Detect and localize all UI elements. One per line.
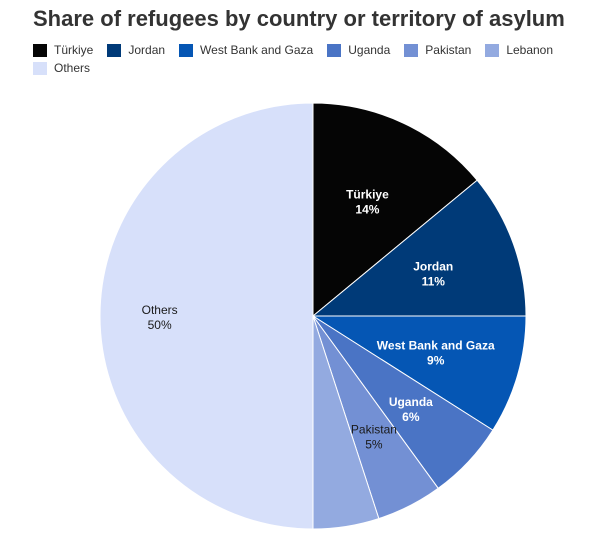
legend-label: Lebanon [506, 43, 554, 57]
slice-value-label: 14% [355, 202, 379, 216]
legend-swatch [327, 43, 342, 57]
slice-category-label: Jordan [413, 260, 453, 274]
legend-item-uganda[interactable]: Uganda [327, 43, 390, 57]
legend-item-others[interactable]: Others [33, 61, 90, 75]
legend-item-west-bank-and-gaza[interactable]: West Bank and Gaza [179, 43, 313, 57]
slice-category-label: Türkiye [346, 187, 389, 201]
pie-slice-t-rkiye[interactable] [312, 102, 478, 318]
legend-label: Pakistan [425, 43, 472, 57]
legend-label: West Bank and Gaza [200, 43, 314, 57]
legend-item-pakistan[interactable]: Pakistan [404, 43, 471, 57]
slice-category-label: Uganda [389, 395, 433, 409]
slice-value-label: 50% [148, 318, 172, 332]
legend-swatch [107, 43, 122, 57]
legend-item-turkiye[interactable]: Türkiye [33, 43, 93, 57]
slice-value-label: 11% [422, 275, 446, 289]
legend-label: Jordan [128, 43, 166, 57]
legend-item-lebanon[interactable]: Lebanon [485, 43, 553, 57]
pie-slice-jordan[interactable] [311, 179, 527, 317]
legend-swatch [404, 43, 419, 57]
legend-label: Uganda [348, 43, 391, 57]
slice-value-label: 6% [402, 410, 420, 424]
pie-slice-others[interactable] [99, 102, 314, 530]
slice-value-label: 5% [365, 438, 383, 452]
slice-category-label: Others [142, 303, 178, 317]
slice-category-label: Pakistan [351, 423, 397, 437]
legend-swatch [33, 61, 47, 75]
legend-label: Others [54, 61, 91, 75]
pie-slice-west-bank-and-gaza[interactable] [311, 315, 527, 431]
legend-swatch [485, 43, 500, 57]
legend-item-jordan[interactable]: Jordan [107, 43, 165, 57]
legend: Türkiye Jordan West Bank and Gaza Uganda… [33, 43, 573, 75]
legend-label: Türkiye [54, 43, 94, 57]
chart-title: Share of refugees by country or territor… [33, 6, 565, 31]
slice-category-label: West Bank and Gaza [377, 339, 495, 353]
slice-value-label: 9% [427, 354, 445, 368]
legend-swatch [33, 43, 47, 57]
legend-swatch [179, 43, 194, 57]
